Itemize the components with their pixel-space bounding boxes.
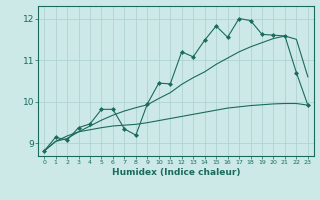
X-axis label: Humidex (Indice chaleur): Humidex (Indice chaleur) (112, 168, 240, 177)
